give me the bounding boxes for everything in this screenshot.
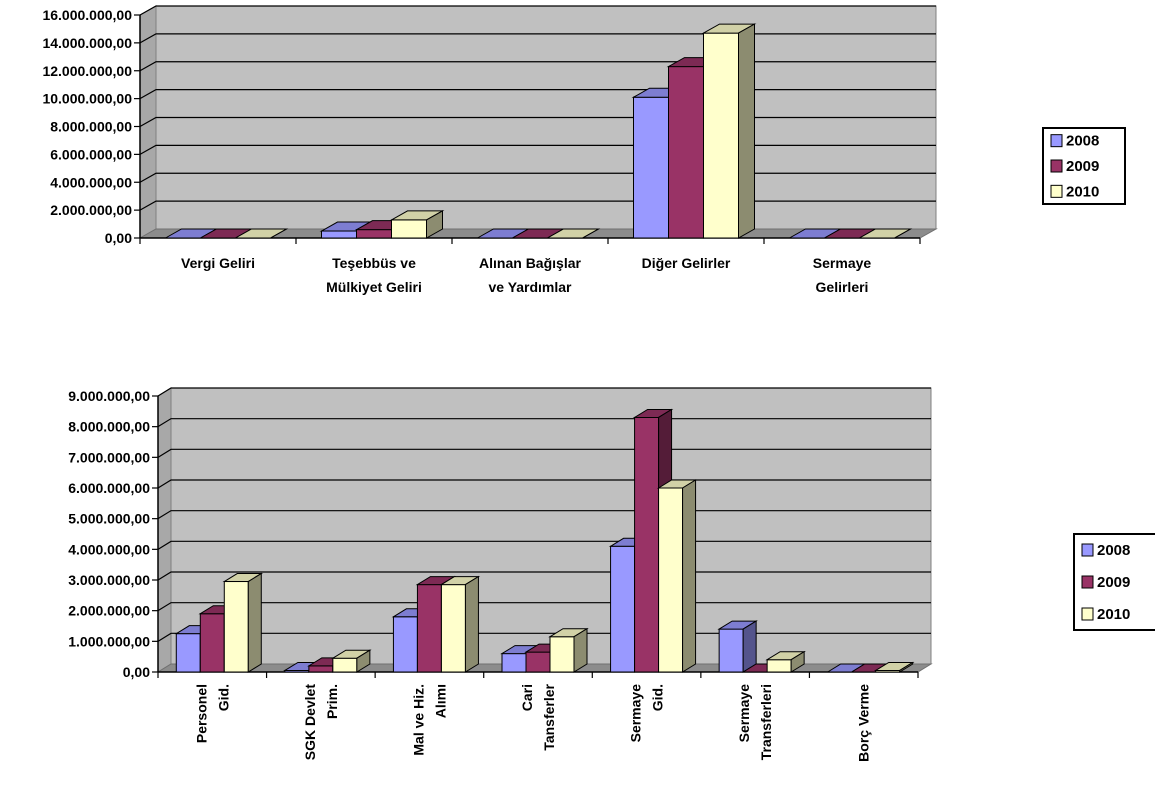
x-category-label-line: Sermaye — [628, 684, 644, 743]
x-category-label-line: Alınan Bağışlar — [479, 255, 581, 271]
bar-2010 — [701, 23, 757, 239]
legend-label: 2010 — [1097, 606, 1130, 623]
bar-2010 — [331, 649, 372, 673]
x-category-label-line: Mülkiyet Geliri — [326, 279, 422, 295]
x-category-label-line: Borç Verme — [856, 684, 872, 762]
y-tick-label: 0,00 — [105, 230, 132, 246]
x-category-label: Teşebbüs ve Mülkiyet Geliri — [326, 255, 422, 295]
y-tick-label: 2.000.000,00 — [68, 603, 150, 619]
x-category-label-line: Sermaye — [736, 684, 752, 743]
y-tick-label: 8.000.000,00 — [50, 119, 132, 135]
y-tick-label: 0,00 — [123, 664, 150, 680]
x-category-label: Alınan Bağışlar ve Yardımlar — [479, 255, 581, 295]
legend: 2008 2009 2010 — [1073, 533, 1155, 631]
y-tick-label: 9.000.000,00 — [68, 388, 150, 404]
bar-2010 — [873, 661, 915, 673]
legend: 2008 2009 2010 — [1042, 127, 1126, 205]
legend-label: 2009 — [1097, 574, 1130, 591]
plot-side-wall — [157, 387, 172, 673]
legend-swatch — [1081, 607, 1094, 621]
x-category-label-line: Teşebbüs ve — [332, 255, 416, 271]
x-category-label-line: SGK Devlet — [302, 684, 318, 761]
x-category-label: Sermaye Transferleri — [736, 684, 774, 760]
y-tick-label: 6.000.000,00 — [68, 480, 150, 496]
bar-2010 — [233, 228, 289, 239]
legend-swatch — [1050, 184, 1063, 198]
x-category-label-line: Vergi Geliri — [181, 255, 255, 271]
gridline — [139, 33, 936, 44]
y-tick-label: 10.000.000,00 — [42, 91, 132, 107]
x-category-label: Cari Tansferler — [519, 683, 557, 750]
gridline — [139, 61, 936, 72]
y-tick-label: 8.000.000,00 — [68, 419, 150, 435]
x-category-label: Vergi Geliri — [181, 255, 255, 271]
y-tick-label: 14.000.000,00 — [42, 35, 132, 51]
legend-swatch — [1081, 575, 1094, 589]
bar-2010 — [765, 650, 806, 673]
x-category-label-line: ve Yardımlar — [488, 279, 572, 295]
plot-back-wall — [170, 387, 932, 665]
x-category-label: Borç Verme — [856, 684, 872, 762]
bar-2010 — [548, 627, 589, 673]
x-category-label-line: Alımı — [432, 684, 448, 718]
chart-2: 0,00 1.000.000,00 2.000.000,00 3.000.000,00… — [68, 387, 1155, 762]
x-category-label-line: Tansferler — [541, 683, 557, 750]
x-category-label-line: Personel — [193, 684, 209, 743]
x-category-label-line: Gid. — [215, 684, 231, 711]
bar-2010 — [545, 228, 601, 239]
legend-label: 2010 — [1066, 183, 1099, 200]
x-category-label-line: Diğer Gelirler — [642, 255, 731, 271]
legend-swatch — [1050, 134, 1063, 148]
legend-label: 2009 — [1066, 158, 1099, 175]
x-category-label-line: Prim. — [324, 684, 340, 719]
y-tick-label: 4.000.000,00 — [50, 174, 132, 190]
x-category-label-line: Sermaye — [813, 255, 872, 271]
y-tick-label: 6.000.000,00 — [50, 146, 132, 162]
x-category-label: Personel Gid. — [193, 684, 231, 743]
x-category-label: Sermaye Gelirleri — [813, 255, 872, 295]
bar-2010 — [439, 575, 481, 673]
gridline — [157, 418, 931, 428]
x-category-label: Sermaye Gid. — [628, 684, 666, 743]
legend-label: 2008 — [1066, 133, 1099, 150]
legend-label: 2008 — [1097, 542, 1130, 559]
bar-2010 — [222, 572, 264, 673]
chart-1: 0,00 2.000.000,00 4.000.000,00 6.000.000,00… — [42, 5, 1126, 295]
y-tick-label: 12.000.000,00 — [42, 63, 132, 79]
x-category-label-line: Gelirleri — [816, 279, 869, 295]
x-category-label: SGK Devlet Prim. — [302, 684, 340, 761]
gridline — [157, 448, 931, 458]
legend-swatch — [1050, 159, 1063, 173]
x-category-label: Diğer Gelirler — [642, 255, 731, 271]
y-tick-label: 3.000.000,00 — [68, 572, 150, 588]
y-tick-label: 2.000.000,00 — [50, 202, 132, 218]
y-tick-label: 5.000.000,00 — [68, 511, 150, 527]
x-category-label-line: Cari — [519, 684, 535, 711]
x-category-label-line: Transferleri — [758, 684, 774, 760]
legend-swatch — [1081, 543, 1094, 557]
y-tick-label: 4.000.000,00 — [68, 541, 150, 557]
bar-2010 — [389, 210, 445, 239]
y-tick-label: 16.000.000,00 — [42, 7, 132, 23]
gridline — [157, 387, 931, 397]
y-tick-label: 7.000.000,00 — [68, 449, 150, 465]
y-tick-label: 1.000.000,00 — [68, 633, 150, 649]
bar-2010 — [656, 479, 698, 673]
bar-2008 — [717, 620, 758, 673]
gridline — [139, 5, 936, 16]
bar-2010 — [857, 228, 913, 239]
x-category-label-line: Gid. — [650, 684, 666, 711]
x-category-label: Mal ve Hiz. Alımı — [410, 684, 448, 756]
x-category-label-line: Mal ve Hiz. — [410, 684, 426, 756]
